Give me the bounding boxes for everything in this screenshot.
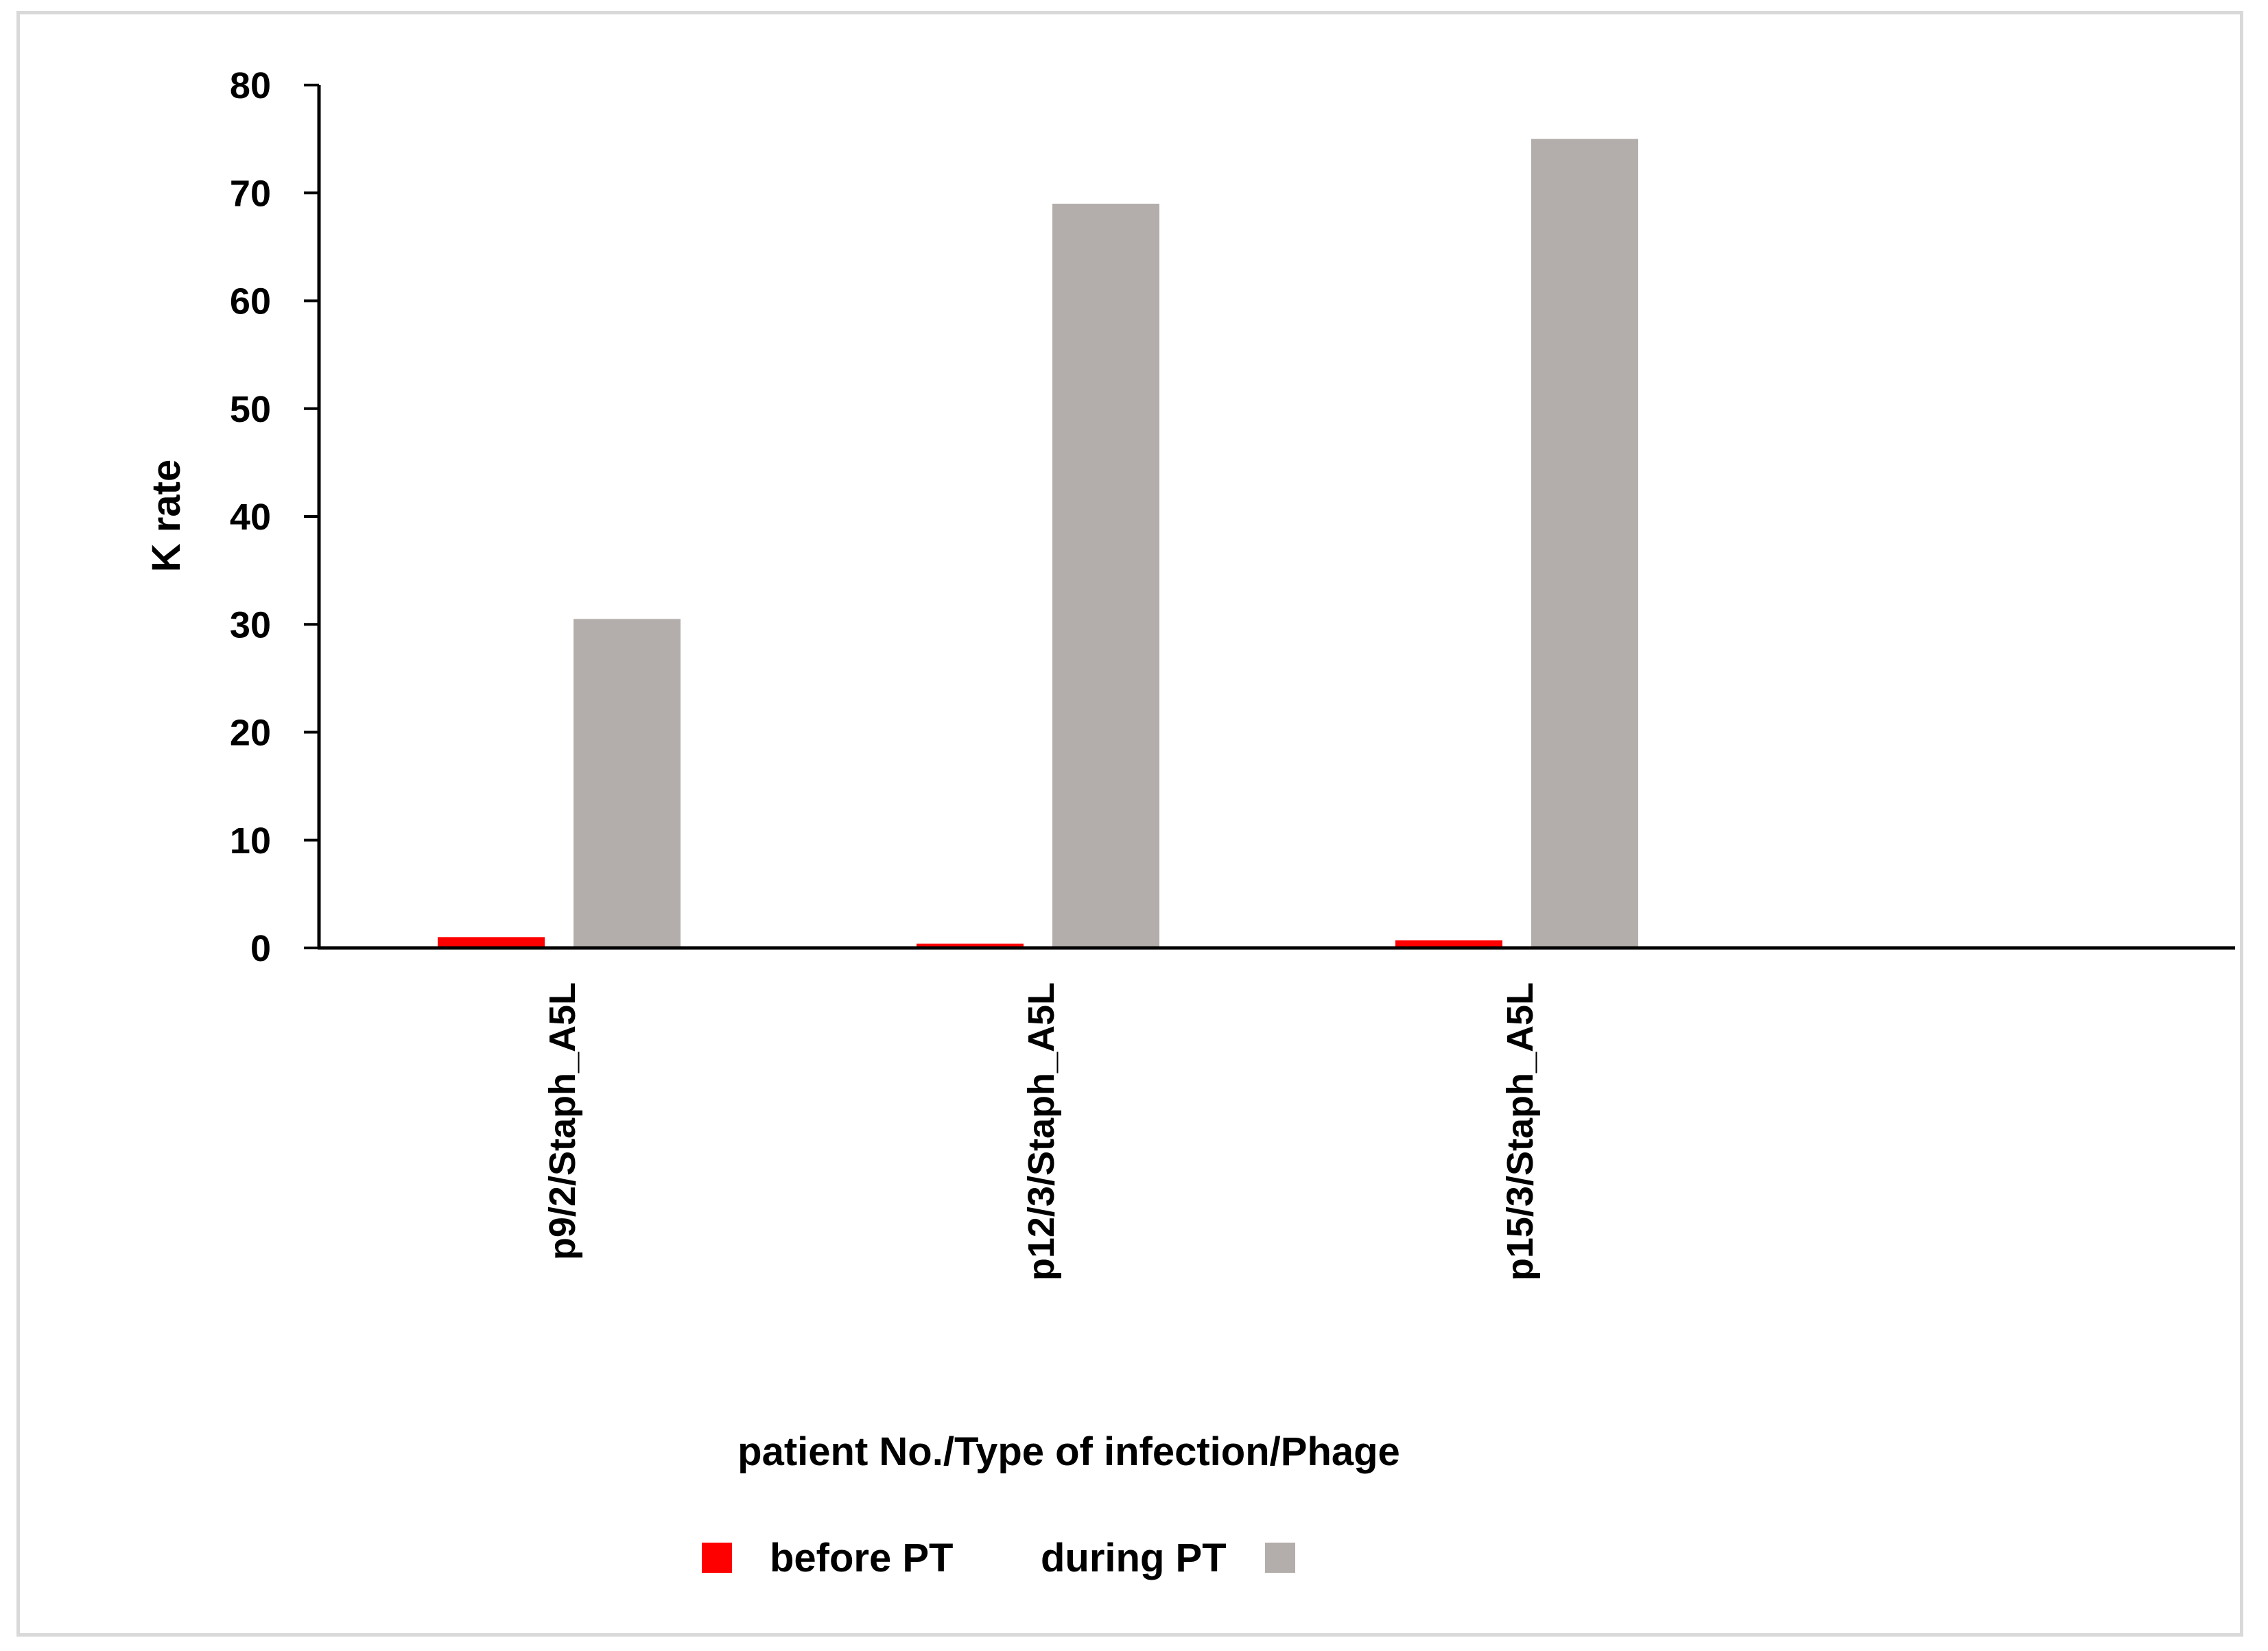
y-tick-label-50: 50	[230, 389, 271, 430]
x-tick-label-p12-3-staph-a5l: p12/3/Staph_A5L	[1021, 982, 1062, 1281]
y-tick-label-10: 10	[230, 820, 271, 862]
y-tick-label-30: 30	[230, 604, 271, 645]
legend: before PT during PT	[702, 1536, 1295, 1580]
legend-swatch-before-pt	[702, 1543, 732, 1573]
bar-during-pt-p9-2-staph-a5l	[574, 619, 681, 948]
y-ticks-layer: 0 10 20 30 40 50 60 70 80	[230, 65, 319, 969]
x-axis-title: patient No./Type of infection/Phage	[737, 1429, 1400, 1474]
y-tick-label-60: 60	[230, 281, 271, 322]
bar-before-pt-p15-3-staph-a5l	[1395, 940, 1502, 948]
legend-swatch-during-pt	[1265, 1543, 1295, 1573]
y-axis-title: K rate	[144, 460, 189, 572]
y-tick-label-40: 40	[230, 497, 271, 538]
category-labels-layer: p9/2/Staph_A5L p12/3/Staph_A5L p15/3/Staph…	[542, 982, 1541, 1281]
bar-during-pt-p15-3-staph-a5l	[1531, 139, 1638, 948]
bars-layer	[438, 139, 1638, 949]
x-tick-label-p15-3-staph-a5l: p15/3/Staph_A5L	[1500, 982, 1541, 1281]
bar-before-pt-p9-2-staph-a5l	[438, 937, 545, 948]
bar-before-pt-p12-3-staph-a5l	[917, 943, 1024, 948]
y-tick-label-80: 80	[230, 65, 271, 106]
y-tick-label-0: 0	[250, 928, 271, 969]
legend-label-before-pt: before PT	[770, 1536, 954, 1580]
y-tick-label-20: 20	[230, 713, 271, 754]
legend-label-during-pt: during PT	[1041, 1536, 1227, 1580]
bar-during-pt-p12-3-staph-a5l	[1052, 203, 1159, 949]
y-tick-label-70: 70	[230, 173, 271, 214]
x-tick-label-p9-2-staph-a5l: p9/2/Staph_A5L	[542, 982, 583, 1260]
